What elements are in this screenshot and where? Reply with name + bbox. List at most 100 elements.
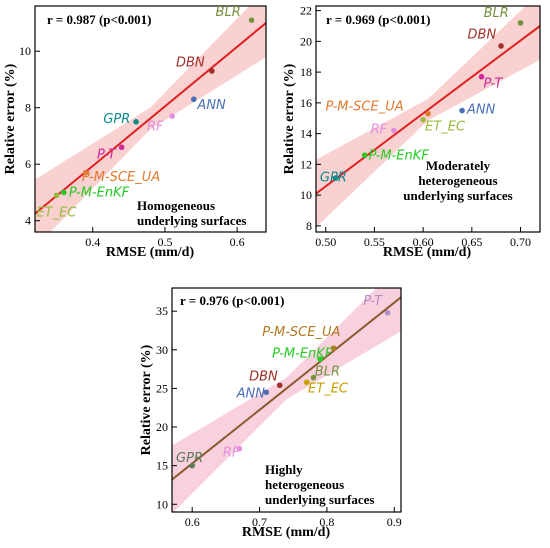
- point-label: P-T: [363, 294, 383, 309]
- x-tick-label: 0.6: [185, 515, 200, 529]
- y-tick-label: 10: [156, 497, 168, 511]
- y-axis-label: Relative error (%): [139, 344, 154, 455]
- point-label: ANN: [466, 103, 496, 118]
- point-label: P-M-EnKF: [369, 149, 430, 164]
- surface-type-note: Homogeneous underlying surfaces: [137, 198, 246, 228]
- point-label: RF: [147, 119, 164, 134]
- point-label: P-T: [97, 148, 117, 163]
- x-tick-label: 0.60: [413, 235, 434, 249]
- scatter-panel-1: 0.4 0.5 0.6 4 6 8 10 RMSE (mm/d) Relative error …: [3, 5, 267, 260]
- point-label: RF: [371, 123, 388, 138]
- point-label: P-M-SCE_UA: [325, 100, 403, 115]
- point-label: P-T: [484, 76, 504, 91]
- data-point-ann: [263, 389, 270, 396]
- x-axis-label: RMSE (mm/d): [383, 245, 472, 260]
- data-point-p-t: [384, 309, 391, 316]
- y-tick-label: 4: [25, 214, 31, 228]
- data-point-blr: [248, 17, 255, 23]
- y-tick-label: 20: [156, 420, 168, 434]
- y-axis-label: Relative error (%): [3, 63, 18, 174]
- data-point-p-t: [118, 144, 125, 151]
- data-point-p-t: [478, 73, 485, 80]
- point-label: P-M-SCE_UA: [82, 170, 160, 185]
- data-point-p-m-enkf: [317, 356, 323, 362]
- y-tick-label: 30: [156, 343, 168, 357]
- data-point-ann: [191, 96, 197, 103]
- point-label: BLR: [484, 6, 509, 21]
- data-point-p-m-enkf: [361, 152, 368, 158]
- plot-frame: [34, 5, 267, 233]
- data-point-p-m-sce-ua: [330, 345, 337, 352]
- point-label: RF: [223, 445, 240, 460]
- data-point-dbn: [276, 382, 283, 389]
- y-tick-label: 18: [300, 65, 312, 79]
- point-label: GPR: [103, 112, 130, 127]
- x-axis-label: RMSE (mm/d): [242, 525, 331, 540]
- point-label: DBN: [249, 370, 278, 385]
- fit-line: [35, 22, 266, 215]
- y-tick-label: 22: [300, 4, 312, 18]
- y-tick-label: 16: [300, 96, 312, 110]
- data-point-et-ec: [420, 116, 426, 123]
- point-label: BLR: [216, 5, 241, 20]
- y-tick-label: 35: [156, 304, 168, 318]
- y-tick-label: 15: [156, 459, 168, 473]
- x-axis-label: RMSE (mm/d): [106, 245, 195, 260]
- data-point-p-m-sce-ua: [425, 110, 431, 117]
- x-tick-label: 0.9: [387, 515, 402, 529]
- point-label: ET_EC: [308, 381, 349, 396]
- y-tick-label: 8: [25, 101, 31, 115]
- x-tick-label: 0.65: [461, 235, 482, 249]
- data-point-dbn: [498, 43, 504, 49]
- data-point-rf: [236, 445, 243, 452]
- data-point-gpr: [133, 119, 139, 125]
- point-label: DBN: [176, 56, 205, 71]
- x-tick-label: 0.5: [157, 235, 172, 249]
- scatter-panel-2: 0.50 0.55 0.60 0.65 0.70 8 10 12 14 16 18 20 22 RMSE …: [282, 4, 541, 260]
- x-tick-label: 0.55: [364, 235, 385, 249]
- point-label: ANN: [236, 387, 266, 402]
- point-label: P-M-EnKF: [272, 347, 333, 362]
- data-point-gpr: [189, 462, 196, 469]
- fit-line: [316, 25, 540, 195]
- data-point-gpr: [332, 175, 339, 181]
- y-axis-label: Relative error (%): [282, 63, 297, 174]
- point-label: DBN: [468, 27, 497, 42]
- scatter-panel-3: 0.6 0.7 0.8 0.9 10 15 20 25 30 35 RMSE (mm/d) Relat…: [139, 287, 402, 540]
- data-point-p-m-sce-ua: [82, 169, 89, 176]
- y-tick-label: 25: [156, 381, 168, 395]
- correlation-stat: r = 0.976 (p<0.001): [180, 293, 285, 308]
- y-tick-label: 20: [300, 34, 312, 48]
- point-label: GPR: [320, 170, 347, 185]
- data-point-blr: [310, 374, 317, 381]
- plot-frame: [315, 5, 541, 233]
- x-tick-label: 0.4: [85, 235, 100, 249]
- x-tick-label: 0.7: [252, 515, 267, 529]
- data-point-blr: [517, 20, 524, 26]
- data-point-et-ec: [303, 379, 310, 386]
- point-label: GPR: [176, 451, 203, 466]
- point-label: ANN: [196, 98, 226, 113]
- correlation-stat: r = 0.969 (p<0.001): [326, 12, 431, 27]
- correlation-stat: r = 0.987 (p<0.001): [47, 12, 152, 27]
- confidence-band: [316, 6, 540, 228]
- data-point-p-m-enkf: [61, 189, 67, 196]
- x-tick-label: 0.50: [315, 235, 336, 249]
- data-point-rf: [391, 127, 397, 134]
- y-tick-label: 8: [306, 219, 312, 233]
- point-label: ET_EC: [425, 120, 466, 135]
- x-tick-label: 0.6: [230, 235, 245, 249]
- plot-frame: [171, 287, 402, 513]
- y-tick-label: 10: [19, 44, 31, 58]
- surface-type-note: Moderately heterogeneous underlying surfac…: [403, 158, 512, 203]
- point-label: ET_EC: [36, 205, 77, 220]
- data-point-rf: [169, 113, 175, 119]
- point-label: P-M-SCE_UA: [262, 325, 340, 340]
- surface-type-note: Highly heterogeneous underlying surfaces: [265, 462, 374, 507]
- point-label: P-M-EnKF: [69, 186, 130, 201]
- x-tick-label: 0.8: [319, 515, 334, 529]
- data-point-ann: [459, 107, 465, 114]
- y-tick-label: 14: [300, 127, 312, 141]
- y-tick-label: 12: [300, 157, 312, 171]
